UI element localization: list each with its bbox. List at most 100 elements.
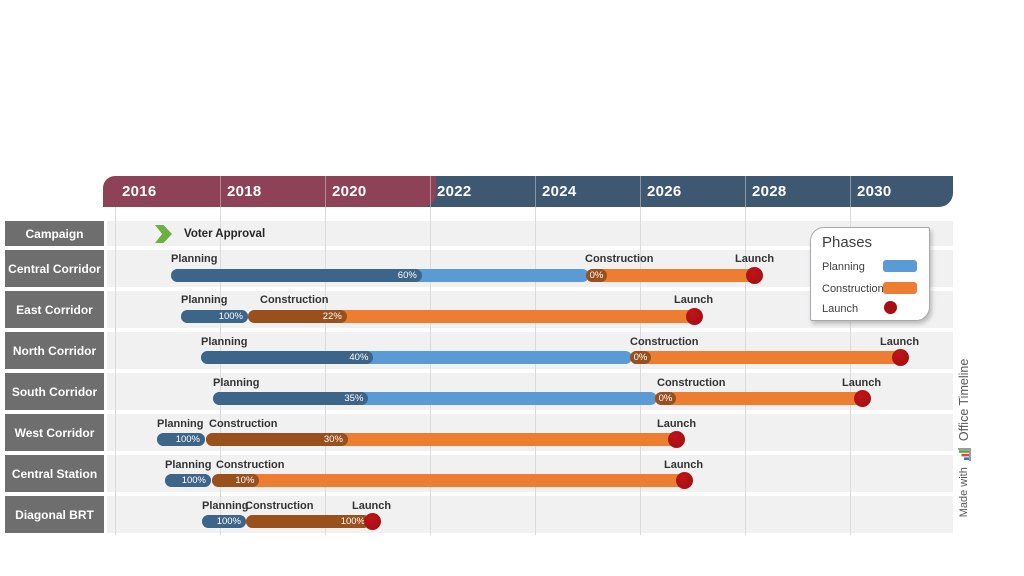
planning-progress-fill: 40% — [201, 351, 374, 364]
row-label-central-station: Central Station — [5, 455, 104, 492]
construction-label: Construction — [260, 294, 329, 306]
band-tick — [325, 176, 326, 207]
planning-label: Planning — [181, 294, 228, 306]
planning-label: Planning — [171, 253, 218, 265]
planning-percent: 100% — [216, 516, 241, 527]
planning-label: Planning — [213, 377, 260, 389]
planning-percent: 100% — [218, 311, 243, 322]
legend-swatch-construction — [883, 282, 917, 294]
gridline — [640, 207, 641, 535]
planning-percent: 40% — [349, 352, 369, 363]
planning-bar: 100% — [181, 310, 248, 323]
planning-percent: 60% — [397, 270, 417, 281]
planning-label: Planning — [201, 336, 248, 348]
made-with-office-timeline-watermark: Made with Office Timeline — [954, 343, 974, 533]
planning-percent: 100% — [181, 475, 206, 486]
construction-percent: 0% — [658, 393, 673, 404]
construction-percent: 10% — [235, 475, 255, 486]
row-label-diagonal-brt: Diagonal BRT — [5, 496, 104, 533]
construction-progress-fill: 100% — [246, 515, 370, 528]
row-label-west-corridor: West Corridor — [5, 414, 104, 451]
construction-percent: 0% — [589, 270, 604, 281]
band-tick — [745, 176, 746, 207]
row-label-north-corridor: North Corridor — [5, 332, 104, 369]
legend-swatch-launch-dot — [884, 301, 897, 314]
year-label-2020: 2020 — [332, 183, 367, 200]
launch-dot — [668, 431, 685, 448]
launch-dot — [676, 472, 693, 489]
planning-progress-fill: 100% — [165, 474, 211, 487]
legend-panel: Phases Planning Construction Launch — [810, 227, 930, 321]
planning-bar: 100% — [157, 433, 205, 446]
gridline — [220, 207, 221, 535]
legend-swatch-planning — [883, 260, 917, 272]
construction-label: Construction — [209, 418, 278, 430]
launch-dot — [364, 513, 381, 530]
legend-item-construction: Construction — [822, 283, 884, 295]
planning-bar: 60% — [171, 269, 589, 282]
year-label-2022: 2022 — [437, 183, 472, 200]
milestone-arrow-icon — [155, 225, 172, 243]
office-timeline-logo-icon — [958, 448, 971, 462]
year-label-2026: 2026 — [647, 183, 682, 200]
row-label-campaign: Campaign — [5, 221, 104, 246]
planning-percent: 35% — [344, 393, 364, 404]
construction-progress-fill: 0% — [630, 351, 651, 364]
launch-label: Launch — [352, 500, 392, 512]
construction-label: Construction — [657, 377, 726, 389]
construction-bar: 0% — [655, 392, 864, 405]
band-tick — [640, 176, 641, 207]
construction-bar: 0% — [630, 351, 902, 364]
gridline — [850, 207, 851, 535]
gridline — [430, 207, 431, 535]
launch-label: Launch — [842, 377, 882, 389]
construction-percent: 30% — [323, 434, 343, 445]
launch-label: Launch — [880, 336, 920, 348]
construction-bar: 100% — [246, 515, 370, 528]
launch-dot — [854, 390, 871, 407]
construction-progress-fill: 22% — [248, 310, 347, 323]
construction-label: Construction — [245, 500, 314, 512]
band-tick — [220, 176, 221, 207]
milestone-label: Voter Approval — [184, 227, 266, 240]
year-label-2024: 2024 — [542, 183, 577, 200]
planning-bar: 35% — [213, 392, 657, 405]
row-label-central-corridor: Central Corridor — [5, 250, 104, 287]
construction-bar: 0% — [586, 269, 757, 282]
planning-label: Planning — [165, 459, 212, 471]
year-label-2016: 2016 — [122, 183, 157, 200]
planning-bar: 100% — [165, 474, 211, 487]
planning-progress-fill: 35% — [213, 392, 369, 405]
legend-item-launch: Launch — [822, 303, 859, 315]
header-band-left-segment — [103, 176, 436, 207]
planning-bar: 100% — [202, 515, 246, 528]
planning-progress-fill: 60% — [171, 269, 422, 282]
construction-bar: 10% — [212, 474, 686, 487]
legend-title: Phases — [822, 234, 873, 251]
gridline — [745, 207, 746, 535]
construction-progress-fill: 0% — [655, 392, 676, 405]
launch-dot — [746, 267, 763, 284]
band-tick — [535, 176, 536, 207]
legend-item-planning: Planning — [822, 261, 865, 273]
construction-progress-fill: 30% — [206, 433, 348, 446]
planning-progress-fill: 100% — [157, 433, 205, 446]
made-with-text: Made with — [958, 467, 970, 518]
year-label-2030: 2030 — [857, 183, 892, 200]
launch-dot — [892, 349, 909, 366]
planning-progress-fill: 100% — [181, 310, 248, 323]
header-band-right-segment — [403, 176, 953, 207]
launch-label: Launch — [664, 459, 704, 471]
row-label-east-corridor: East Corridor — [5, 291, 104, 328]
gridline — [325, 207, 326, 535]
office-timeline-brand-text: Office Timeline — [957, 358, 971, 442]
planning-label: Planning — [157, 418, 204, 430]
gridline — [535, 207, 536, 535]
year-label-2018: 2018 — [227, 183, 262, 200]
construction-label: Construction — [585, 253, 654, 265]
planning-bar: 40% — [201, 351, 632, 364]
planning-percent: 100% — [175, 434, 200, 445]
year-label-2028: 2028 — [752, 183, 787, 200]
timeline-header-band: 2016 2018 2020 2022 2024 2026 2028 2030 — [103, 176, 953, 207]
